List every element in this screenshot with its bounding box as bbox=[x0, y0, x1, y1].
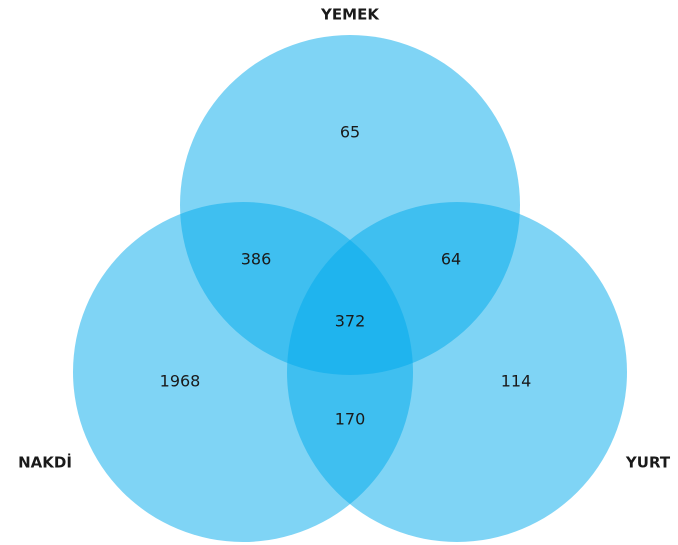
set-label: YEMEK bbox=[320, 6, 380, 24]
region-value: 386 bbox=[241, 250, 272, 269]
region-value: 65 bbox=[340, 123, 360, 142]
region-value: 64 bbox=[441, 250, 461, 269]
region-value: 1968 bbox=[160, 372, 201, 391]
region-value: 114 bbox=[501, 372, 532, 391]
region-value: 372 bbox=[335, 312, 366, 331]
set-label: NAKDİ bbox=[18, 453, 72, 472]
set-label: YURT bbox=[625, 454, 671, 472]
region-value: 170 bbox=[335, 410, 366, 429]
set-circle bbox=[287, 202, 627, 542]
